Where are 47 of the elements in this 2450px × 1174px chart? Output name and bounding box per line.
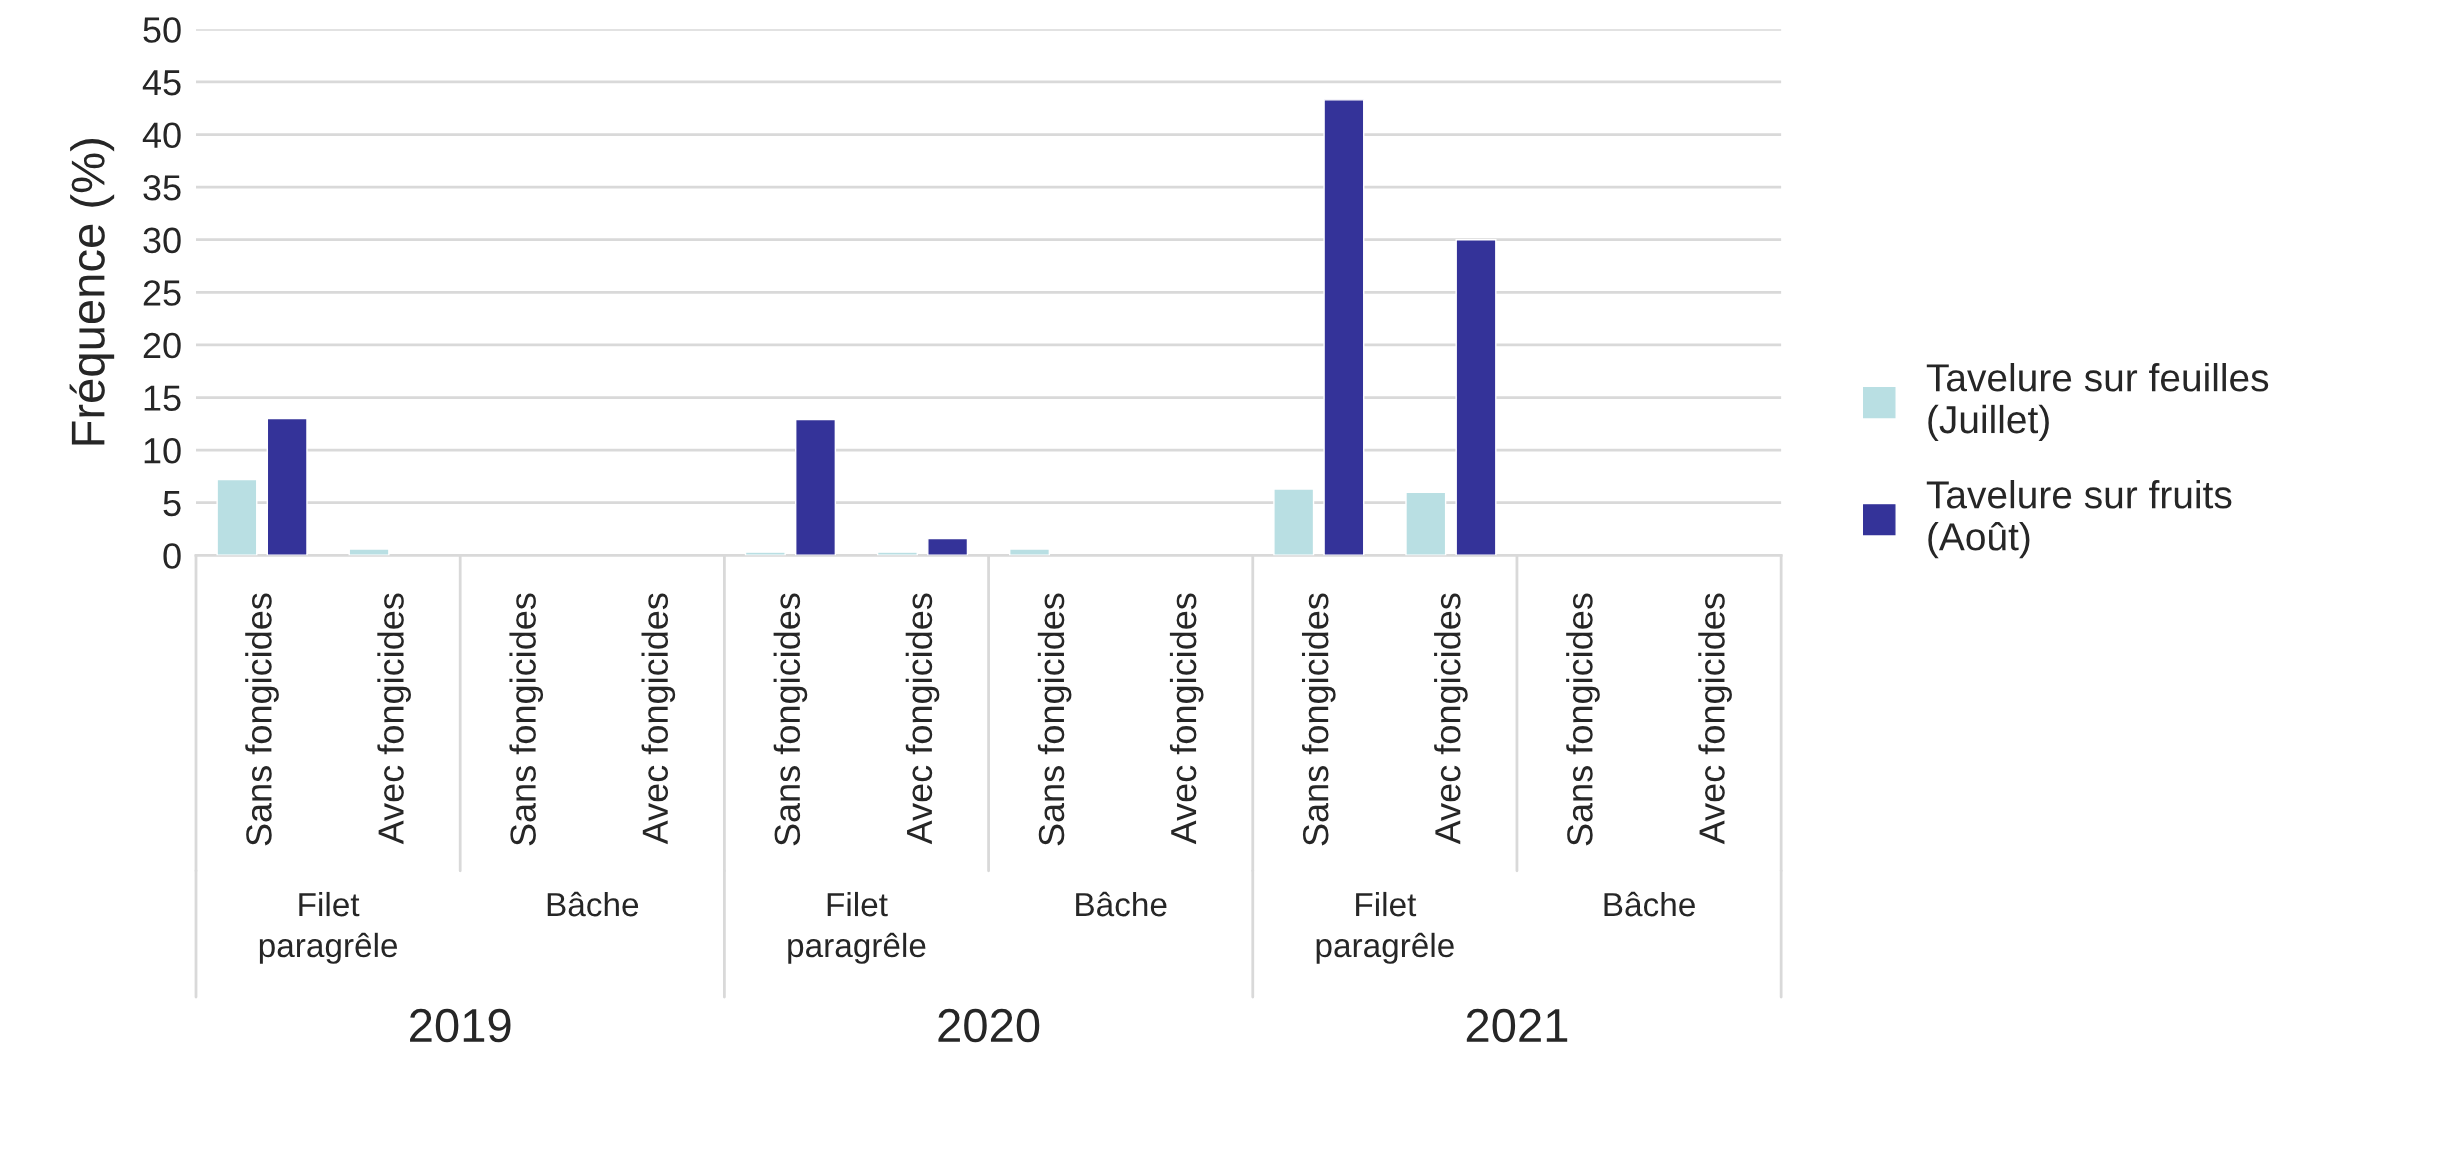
text: Filet paragrêle — [1316, 891, 1454, 964]
bar — [876, 551, 918, 556]
x-tick-label: Avec fongicides — [1169, 593, 1204, 845]
bar — [1323, 99, 1365, 556]
x-tick-label: Avec fongicides — [905, 593, 940, 845]
y-axis-title: Fréquence (%) — [69, 139, 115, 445]
y-tick-label: 40 — [142, 122, 181, 148]
bar — [1455, 239, 1497, 556]
text: 2019 — [410, 1008, 511, 1043]
y-tick-label: 5 — [163, 490, 181, 517]
y-tick-label: 25 — [143, 280, 181, 306]
y-tick-label: 20 — [143, 332, 181, 359]
bar — [1405, 491, 1447, 556]
y-tick-label: 50 — [143, 17, 181, 43]
text: 2020 — [938, 1008, 1040, 1043]
x-tick-label: Sans fongicides — [1037, 593, 1072, 846]
text: Filet paragrêle — [259, 891, 398, 964]
y-tick-label: 10 — [144, 437, 181, 464]
legend-label: Tavelure sur fruits (Août) — [1926, 480, 2232, 559]
x-tick-label: Sans fongicides — [509, 593, 544, 846]
bar — [216, 478, 258, 556]
bar — [1009, 548, 1051, 556]
x-tick-label: Sans fongicides — [1301, 593, 1336, 846]
y-tick-label: 0 — [163, 543, 181, 569]
bar — [795, 418, 837, 556]
y-tick-label: 15 — [144, 385, 181, 411]
text: Filet paragrêle — [788, 891, 926, 964]
x-tick-label: Avec fongicides — [377, 593, 411, 845]
x-tick-label: Avec fongicides — [641, 593, 676, 845]
bar — [348, 548, 390, 556]
text: Bâche — [547, 891, 639, 917]
legend-label: Tavelure sur feuilles (Juillet) — [1926, 362, 2269, 442]
bar — [927, 537, 969, 556]
text: Bâche — [1604, 891, 1695, 917]
x-tick-label: Sans fongicides — [1566, 593, 1600, 846]
y-tick-label: 45 — [142, 70, 181, 96]
x-tick-label: Sans fongicides — [245, 593, 279, 846]
bar — [744, 551, 786, 556]
bar — [1273, 488, 1315, 556]
x-tick-label: Avec fongicides — [1434, 593, 1468, 845]
y-tick-label: 35 — [143, 175, 181, 201]
y-tick-label: 30 — [143, 227, 181, 254]
text: 2021 — [1466, 1008, 1568, 1043]
x-tick-label: Sans fongicides — [773, 593, 808, 846]
x-tick-label: Avec fongicides — [1698, 593, 1732, 845]
bar — [266, 417, 308, 556]
text: Bâche — [1076, 891, 1167, 917]
